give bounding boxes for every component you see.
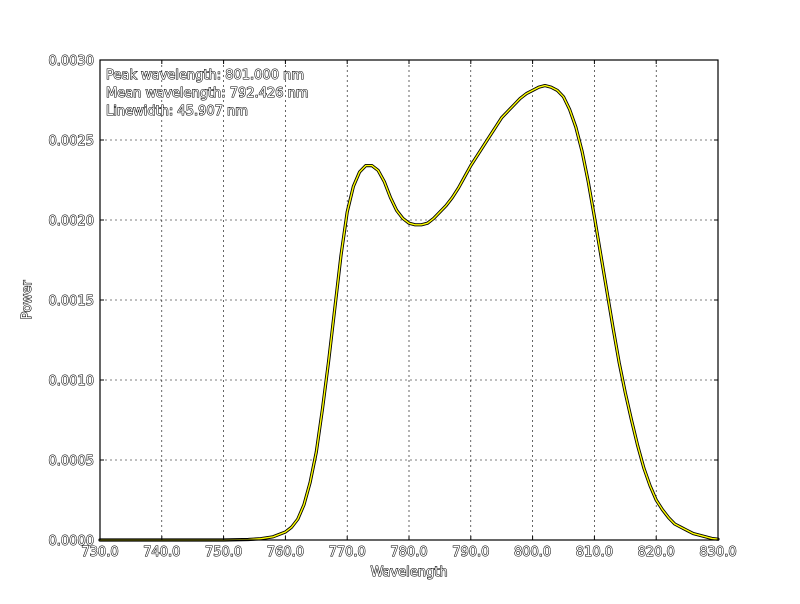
y-tick-label: 0.0030 bbox=[49, 54, 95, 69]
x-tick-label: 810.0 bbox=[576, 545, 613, 560]
annotation-line: Linewidth: 45.907 nm bbox=[106, 104, 248, 119]
x-tick-label: 760.0 bbox=[267, 545, 304, 560]
x-tick-label: 800.0 bbox=[514, 545, 551, 560]
y-tick-label: 0.0010 bbox=[49, 374, 95, 389]
annotation-line: Mean wavelength: 792.426 nm bbox=[106, 86, 309, 101]
spectrum-line bbox=[99, 84, 719, 541]
x-tick-label: 770.0 bbox=[329, 545, 366, 560]
grid bbox=[100, 60, 718, 540]
x-tick-label: 730.0 bbox=[81, 545, 118, 560]
x-axis-title: Wavelength bbox=[370, 565, 447, 580]
x-tick-label: 830.0 bbox=[699, 545, 736, 560]
y-tick-label: 0.0015 bbox=[49, 294, 95, 309]
x-tick-label: 780.0 bbox=[390, 545, 427, 560]
y-axis-title: Power bbox=[20, 280, 35, 320]
x-tick-label: 750.0 bbox=[205, 545, 242, 560]
y-tick-label: 0.0020 bbox=[49, 214, 95, 229]
y-tick-labels: 0.0000 0.0005 0.0010 0.0015 0.0020 0.0025 0.00… bbox=[48, 53, 95, 549]
ticks bbox=[99, 59, 719, 541]
x-tick-label: 740.0 bbox=[143, 545, 180, 560]
annotation-line: Peak wavelength: 801.000 nm bbox=[106, 68, 304, 83]
annotations: Peak wavelength: 801.000 nm Mean waveleng… bbox=[105, 67, 309, 119]
x-tick-labels: 730.0 740.0 750.0 760.0 770.0 780.0 790.0 800.0… bbox=[81, 544, 737, 560]
x-tick-label: 790.0 bbox=[452, 545, 489, 560]
x-tick-label: 820.0 bbox=[638, 545, 675, 560]
y-tick-label: 0.0005 bbox=[49, 454, 95, 469]
y-tick-label: 0.0025 bbox=[49, 134, 95, 149]
series-layer bbox=[98, 83, 720, 542]
y-tick-label: 0.0000 bbox=[49, 534, 95, 549]
